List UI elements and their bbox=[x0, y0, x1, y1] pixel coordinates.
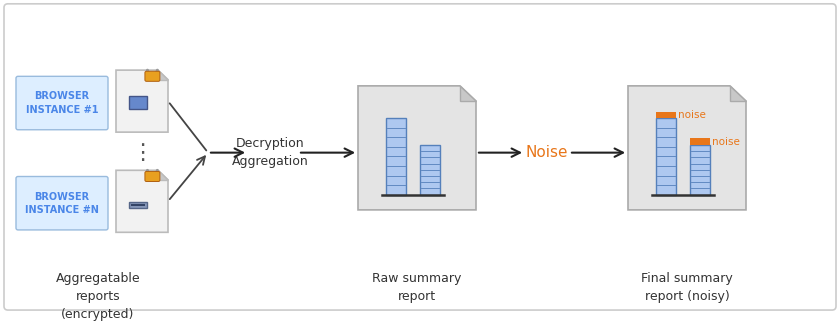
Text: Decryption
Aggregation: Decryption Aggregation bbox=[232, 137, 308, 168]
Bar bbox=[657, 118, 676, 195]
FancyBboxPatch shape bbox=[16, 176, 108, 230]
Bar bbox=[690, 145, 711, 195]
Polygon shape bbox=[628, 86, 746, 210]
Bar bbox=[690, 138, 711, 145]
Text: noise: noise bbox=[679, 110, 706, 120]
Bar bbox=[657, 112, 676, 118]
Text: Aggregatable
reports
(encrypted): Aggregatable reports (encrypted) bbox=[55, 272, 140, 321]
Text: Final summary
report (noisy): Final summary report (noisy) bbox=[641, 272, 732, 303]
Text: BROWSER
INSTANCE #N: BROWSER INSTANCE #N bbox=[25, 191, 99, 215]
Polygon shape bbox=[358, 86, 476, 210]
Text: BROWSER
INSTANCE #1: BROWSER INSTANCE #1 bbox=[26, 91, 98, 114]
Bar bbox=[421, 145, 440, 195]
FancyBboxPatch shape bbox=[145, 71, 160, 81]
FancyBboxPatch shape bbox=[16, 76, 108, 130]
Polygon shape bbox=[116, 70, 168, 132]
Polygon shape bbox=[730, 86, 746, 101]
Text: ⋮: ⋮ bbox=[131, 143, 153, 163]
Text: Raw summary
report: Raw summary report bbox=[372, 272, 462, 303]
Polygon shape bbox=[158, 170, 168, 180]
Text: noise: noise bbox=[712, 137, 740, 147]
Polygon shape bbox=[158, 70, 168, 80]
FancyBboxPatch shape bbox=[4, 4, 836, 310]
Text: Noise: Noise bbox=[526, 145, 568, 160]
Bar bbox=[386, 118, 407, 195]
Bar bbox=[129, 96, 147, 109]
Bar bbox=[129, 202, 147, 208]
Polygon shape bbox=[460, 86, 476, 101]
Polygon shape bbox=[116, 170, 168, 232]
FancyBboxPatch shape bbox=[145, 171, 160, 182]
